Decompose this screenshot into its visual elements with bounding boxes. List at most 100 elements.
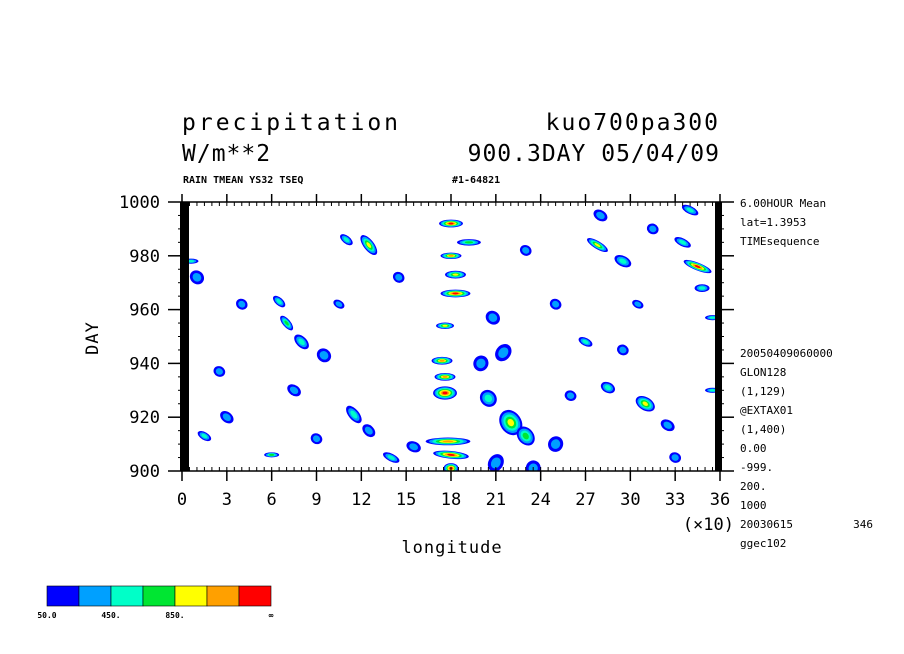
heatmap-cell-cluster bbox=[392, 271, 405, 283]
y-tick-label: 940 bbox=[129, 354, 160, 374]
heatmap-contour bbox=[709, 316, 716, 319]
heatmap-contour bbox=[488, 313, 498, 322]
colorbar-label: 850. bbox=[165, 611, 184, 620]
heatmap-contour bbox=[238, 300, 246, 308]
heatmap-cell-cluster bbox=[383, 452, 400, 463]
heatmap-contour bbox=[442, 440, 454, 443]
heatmap-contour bbox=[476, 358, 486, 369]
side-info: 6.00HOUR Mean lat=1.3953 TIMEsequence 20… bbox=[740, 197, 873, 550]
heatmap-cell-cluster bbox=[197, 430, 212, 442]
heatmap-cell-cluster bbox=[578, 337, 593, 347]
y-tick-label: 960 bbox=[129, 301, 160, 321]
side-info-8: 200. bbox=[740, 480, 767, 493]
heatmap-contour bbox=[366, 242, 372, 248]
heatmap-cell-cluster bbox=[433, 386, 457, 400]
heatmap-cell-cluster bbox=[587, 238, 608, 253]
colorbar-swatch bbox=[142, 585, 176, 607]
heatmap-cell-cluster bbox=[485, 310, 500, 325]
colorbar: 50.0 450. 850. ∞ bbox=[37, 585, 274, 620]
y-tick-label: 980 bbox=[129, 247, 160, 267]
heatmap-cell-cluster bbox=[220, 410, 234, 424]
side-info-top-1: 6.00HOUR Mean bbox=[740, 197, 826, 210]
heatmap-cell-cluster bbox=[294, 334, 309, 350]
heatmap-cell-cluster bbox=[548, 436, 564, 452]
heatmap-contour bbox=[594, 243, 601, 248]
heatmap-cell-cluster bbox=[440, 289, 471, 298]
heatmap-cell-cluster bbox=[456, 239, 481, 246]
heatmap-contour bbox=[442, 391, 448, 395]
side-info-machine: ggec102 bbox=[740, 537, 786, 550]
x-tick-label: 27 bbox=[575, 490, 595, 510]
heatmap-cell-cluster bbox=[425, 437, 471, 446]
colorbar-swatch bbox=[174, 585, 208, 607]
heatmap-contour bbox=[552, 300, 560, 308]
side-info-7: -999. bbox=[740, 461, 773, 474]
side-info-9: 1000 bbox=[740, 499, 767, 512]
heatmap-cell-cluster bbox=[236, 298, 248, 310]
heatmap-cell-cluster bbox=[189, 270, 205, 285]
heatmap-contour bbox=[222, 413, 231, 422]
heatmap-contour bbox=[582, 339, 589, 345]
heatmap-contour bbox=[395, 273, 403, 281]
heatmap-cell-cluster bbox=[310, 433, 323, 445]
heatmap-cell-cluster bbox=[669, 452, 682, 463]
x-axis-label: longitude bbox=[401, 538, 502, 558]
heatmap-cell-cluster bbox=[479, 389, 497, 407]
heatmap-cell-cluster bbox=[340, 234, 353, 246]
heatmap-cell-cluster bbox=[287, 384, 301, 397]
heatmap-contour bbox=[298, 338, 305, 346]
heatmap-cell-cluster bbox=[519, 244, 532, 256]
colorbar-swatch bbox=[206, 585, 240, 607]
heatmap-contour bbox=[343, 237, 350, 243]
heatmap-contour bbox=[596, 211, 605, 220]
y-axis-label: DAY bbox=[83, 321, 103, 355]
x-tick-label: 21 bbox=[486, 490, 506, 510]
heatmap-contour bbox=[649, 225, 657, 233]
heatmap-contour bbox=[201, 433, 208, 439]
x-tick-label: 30 bbox=[620, 490, 640, 510]
heatmap-contour bbox=[448, 254, 454, 257]
x-tick-label: 24 bbox=[530, 490, 550, 510]
x-tick-label: 36 bbox=[710, 490, 730, 510]
heatmap-contour bbox=[642, 401, 649, 406]
heatmap-cell-cluster bbox=[280, 315, 294, 331]
run-name: kuo700pa300 bbox=[546, 110, 720, 136]
heatmap-contour bbox=[507, 418, 515, 427]
heatmap-cell-cluster bbox=[333, 299, 345, 309]
heatmap-contour bbox=[709, 389, 716, 392]
heatmap-cell-cluster bbox=[617, 344, 629, 356]
heatmap-cell-cluster bbox=[440, 252, 462, 260]
heatmap-contour bbox=[604, 385, 612, 391]
heatmap-data bbox=[183, 204, 720, 471]
heatmap-cell-cluster bbox=[549, 298, 562, 310]
time-stamp: 900.3DAY 05/04/09 bbox=[468, 141, 720, 167]
colorbar-swatch bbox=[238, 585, 272, 607]
y-tick-label: 1000 bbox=[119, 193, 160, 213]
colorbar-swatch bbox=[46, 585, 80, 607]
heatmap-contour bbox=[550, 439, 561, 449]
y-tick-label: 900 bbox=[129, 462, 160, 482]
side-info-2: GLON128 bbox=[740, 366, 786, 379]
axes: 0 3 6 9 12 15 18 21 24 27 30 33 36900920940960980100… bbox=[119, 193, 734, 510]
heatmap-contour bbox=[663, 421, 672, 429]
heatmap-cell-cluster bbox=[694, 284, 710, 292]
side-info-3: (1,129) bbox=[740, 385, 786, 398]
heatmap-cell-cluster bbox=[600, 381, 615, 394]
units-label: W/m**2 bbox=[182, 141, 271, 167]
heatmap-contour bbox=[619, 346, 627, 354]
heatmap-contour bbox=[276, 298, 282, 305]
heatmap-cell-cluster bbox=[495, 344, 512, 362]
y-tick-label: 920 bbox=[129, 408, 160, 428]
heatmap-contour bbox=[335, 301, 343, 308]
subtitle-variable: RAIN TMEAN YS32 TSEQ bbox=[183, 175, 303, 186]
x-tick-label: 9 bbox=[311, 490, 321, 510]
heatmap-contour bbox=[452, 273, 459, 276]
heatmap-cell-cluster bbox=[436, 322, 454, 329]
heatmap-cell-cluster bbox=[660, 419, 675, 432]
heatmap-contour bbox=[694, 265, 701, 269]
x-tick-label: 15 bbox=[396, 490, 416, 510]
x-tick-label: 18 bbox=[441, 490, 461, 510]
heatmap-cell-cluster bbox=[681, 204, 699, 216]
right-edge-bar bbox=[715, 202, 722, 471]
